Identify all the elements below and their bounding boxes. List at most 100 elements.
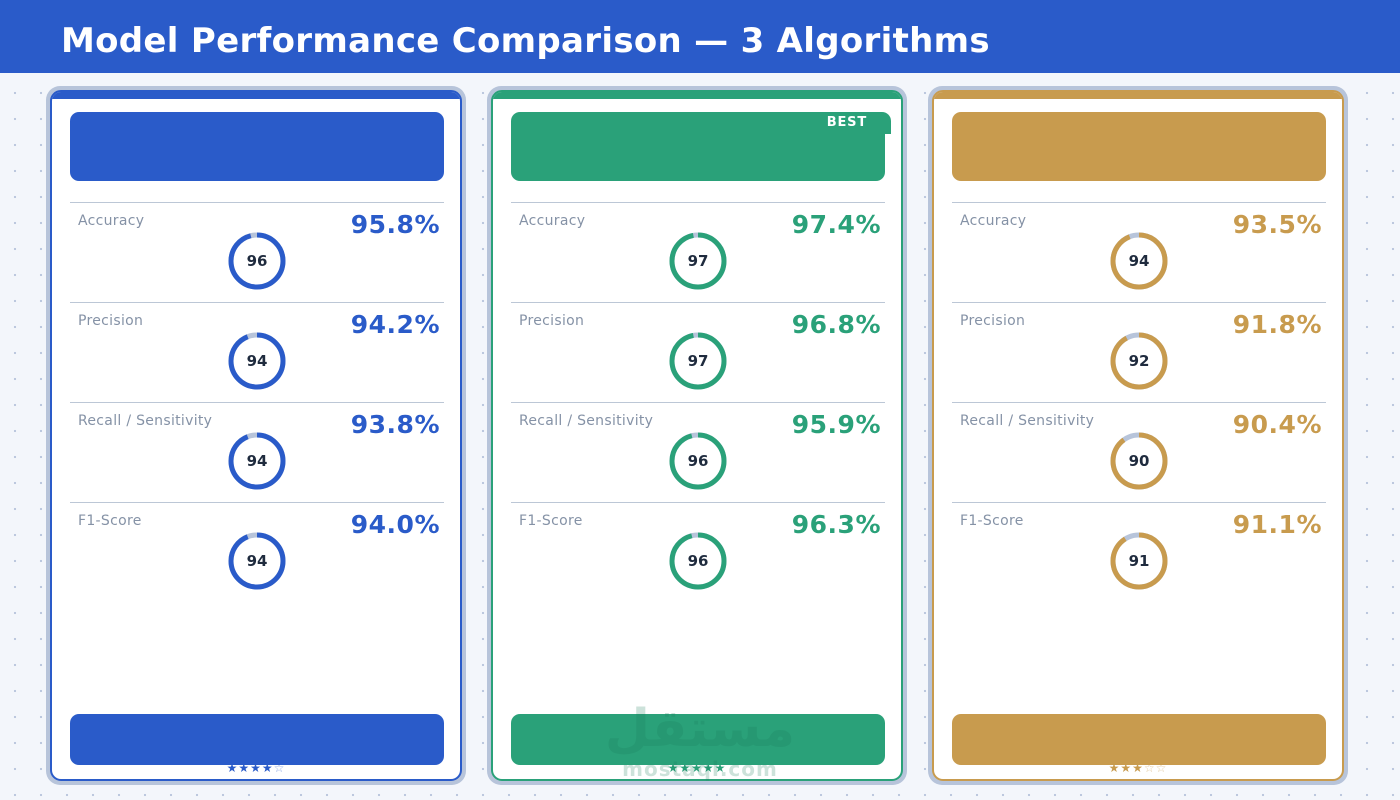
star-filled-icon: ★	[1132, 761, 1144, 775]
score-ring-graphic	[669, 432, 727, 490]
score-ring: 94	[227, 431, 287, 491]
metric-value: 97.4%	[791, 210, 881, 239]
metric-label: Recall / Sensitivity	[960, 413, 1095, 429]
metric-value: 90.4%	[1232, 410, 1322, 439]
score-ring-value: 96	[687, 452, 709, 470]
score-ring-graphic	[1110, 332, 1168, 390]
metric-value: 93.5%	[1232, 210, 1322, 239]
score-ring: 94	[227, 331, 287, 391]
metric-value: 94.2%	[350, 310, 440, 339]
algorithm-card-body: BEST Accuracy 97.4% 97 Precision 96.8% 97 Recal…	[491, 90, 903, 781]
star-empty-icon: ☆	[1143, 761, 1156, 775]
card-top-strip	[52, 92, 460, 99]
score-ring-value: 94	[246, 452, 268, 470]
metric-label: Precision	[960, 313, 1026, 329]
score-ring-value: 92	[1128, 352, 1150, 370]
metric-row: Precision 96.8% 97	[511, 302, 885, 402]
metric-label: Accuracy	[519, 213, 586, 229]
score-ring: 90	[1109, 431, 1169, 491]
rating-stars: ★★★☆☆	[934, 760, 1342, 776]
score-ring-fill	[1110, 532, 1168, 590]
star-filled-icon: ★	[226, 761, 239, 775]
score-ring-graphic	[228, 332, 286, 390]
best-badge: BEST	[802, 112, 891, 134]
metric-row: F1-Score 94.0% 94	[70, 502, 444, 602]
score-ring: 96	[227, 231, 287, 291]
star-empty-icon: ☆	[273, 761, 286, 775]
score-ring: 94	[1109, 231, 1169, 291]
star-empty-icon: ☆	[1155, 761, 1168, 775]
metric-value: 95.8%	[350, 210, 440, 239]
metric-row: Recall / Sensitivity 95.9% 96	[511, 402, 885, 502]
metric-label: F1-Score	[78, 513, 142, 529]
score-ring-fill	[228, 432, 286, 490]
star-filled-icon: ★	[691, 761, 703, 775]
algorithm-name-banner: BEST	[511, 112, 891, 181]
score-ring: 91	[1109, 531, 1169, 591]
algorithm-card: Accuracy 95.8% 96 Precision 94.2% 94 Recall / …	[46, 86, 466, 785]
algorithm-card-body: Accuracy 95.8% 96 Precision 94.2% 94 Recall / …	[50, 90, 462, 781]
score-ring-fill	[228, 232, 286, 290]
star-filled-icon: ★	[1108, 761, 1121, 775]
score-ring-graphic	[1110, 532, 1168, 590]
score-ring-fill	[1110, 432, 1168, 490]
score-ring-fill	[1110, 332, 1168, 390]
metric-row: Accuracy 97.4% 97	[511, 202, 885, 302]
metric-row: Accuracy 93.5% 94	[952, 202, 1326, 302]
score-ring-value: 94	[246, 552, 268, 570]
score-ring-graphic	[1110, 232, 1168, 290]
star-filled-icon: ★	[1120, 761, 1133, 775]
card-top-strip	[934, 92, 1342, 99]
metric-value: 96.8%	[791, 310, 881, 339]
score-ring: 94	[227, 531, 287, 591]
score-ring-fill	[669, 232, 727, 290]
algorithm-card-body: Accuracy 93.5% 94 Precision 91.8% 92 Recall / …	[932, 90, 1344, 781]
page-header: Model Performance Comparison — 3 Algorit…	[0, 0, 1400, 73]
star-filled-icon: ★	[667, 761, 680, 775]
metric-label: Precision	[519, 313, 585, 329]
metric-value: 94.0%	[350, 510, 440, 539]
score-ring-fill	[669, 532, 727, 590]
score-ring-graphic	[228, 432, 286, 490]
score-ring-graphic	[669, 332, 727, 390]
score-ring-fill	[228, 332, 286, 390]
metric-value: 95.9%	[791, 410, 881, 439]
score-ring-graphic	[669, 232, 727, 290]
metric-row: Precision 91.8% 92	[952, 302, 1326, 402]
metric-row: F1-Score 96.3% 96	[511, 502, 885, 602]
metric-label: Accuracy	[960, 213, 1027, 229]
star-filled-icon: ★	[679, 761, 692, 775]
card-footer-banner	[70, 714, 444, 765]
score-ring-fill	[1110, 232, 1168, 290]
score-ring-value: 90	[1128, 452, 1150, 470]
score-ring-value: 96	[687, 552, 709, 570]
score-ring-fill	[228, 532, 286, 590]
score-ring-value: 96	[246, 252, 268, 270]
score-ring-value: 97	[687, 352, 709, 370]
score-ring-value: 91	[1128, 552, 1150, 570]
metric-value: 91.1%	[1232, 510, 1322, 539]
metric-label: F1-Score	[960, 513, 1024, 529]
card-footer-banner	[511, 714, 885, 765]
score-ring: 97	[668, 331, 728, 391]
score-ring-fill	[669, 332, 727, 390]
metric-row: F1-Score 91.1% 91	[952, 502, 1326, 602]
page-title: Model Performance Comparison — 3 Algorit…	[61, 21, 990, 61]
score-ring-graphic	[1110, 432, 1168, 490]
score-ring: 92	[1109, 331, 1169, 391]
algorithm-card: BEST Accuracy 97.4% 97 Precision 96.8% 97 Recal…	[487, 86, 907, 785]
metric-row: Precision 94.2% 94	[70, 302, 444, 402]
metric-value: 96.3%	[791, 510, 881, 539]
star-filled-icon: ★	[261, 761, 274, 775]
score-ring-graphic	[669, 532, 727, 590]
card-top-strip	[493, 92, 901, 99]
metric-row: Recall / Sensitivity 93.8% 94	[70, 402, 444, 502]
metric-label: F1-Score	[519, 513, 583, 529]
score-ring-value: 97	[687, 252, 709, 270]
metric-label: Recall / Sensitivity	[519, 413, 654, 429]
metric-row: Recall / Sensitivity 90.4% 90	[952, 402, 1326, 502]
score-ring: 97	[668, 231, 728, 291]
metric-label: Accuracy	[78, 213, 145, 229]
algorithm-name-banner	[952, 112, 1326, 181]
score-ring: 96	[668, 431, 728, 491]
